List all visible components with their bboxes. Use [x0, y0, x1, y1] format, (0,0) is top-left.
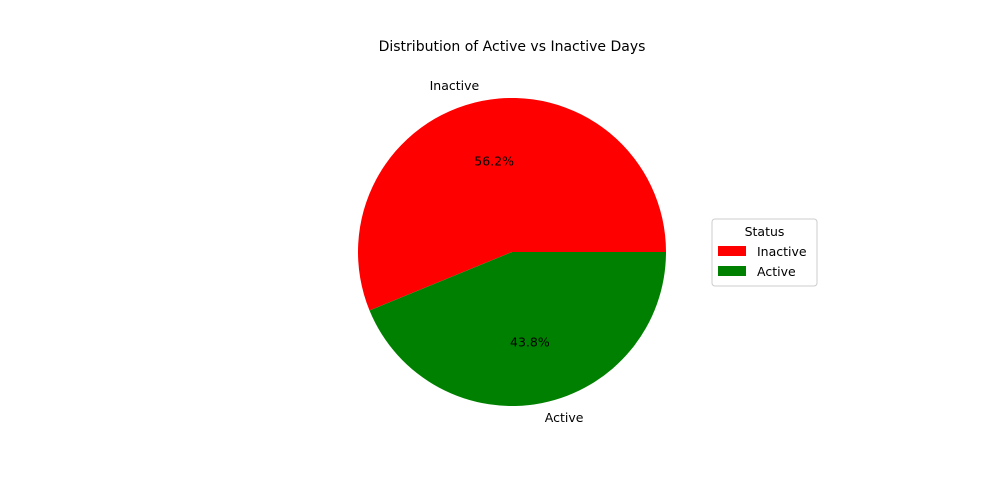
legend-swatch-inactive	[718, 246, 746, 256]
slice-percent-active: 43.8%	[510, 335, 550, 350]
pie-slice-inactive	[357, 97, 666, 311]
legend-swatch-active	[718, 266, 746, 276]
legend: Status Inactive Active	[711, 218, 818, 287]
pie-slices	[357, 97, 666, 406]
slice-label-inactive: Inactive	[430, 78, 480, 93]
legend-label-active: Active	[757, 264, 796, 279]
legend-entries: Inactive Active	[718, 244, 807, 279]
chart-title: Distribution of Active vs Inactive Days	[379, 39, 646, 55]
pie-labels: Inactive 56.2% Active 43.8%	[430, 78, 584, 425]
legend-label-inactive: Inactive	[757, 244, 807, 259]
slice-percent-inactive: 56.2%	[474, 153, 514, 168]
slice-label-active: Active	[545, 410, 584, 425]
pie-slice-active	[369, 252, 666, 406]
legend-title: Status	[745, 224, 785, 239]
